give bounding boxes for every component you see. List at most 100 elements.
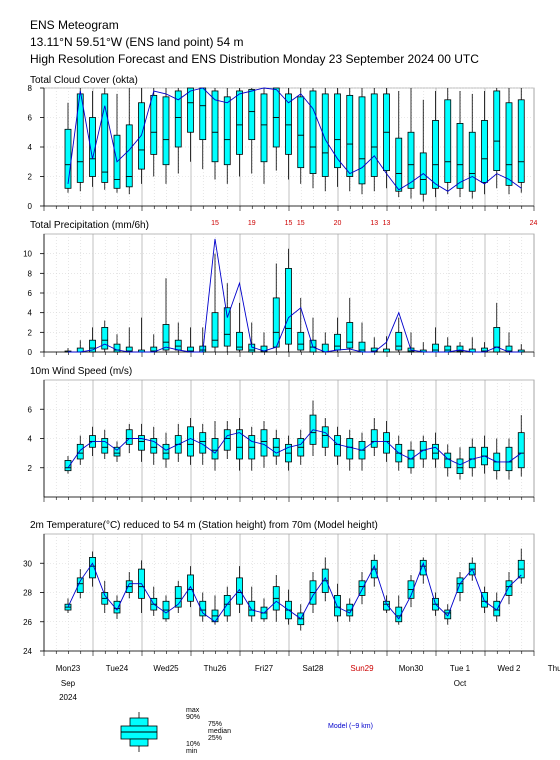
box <box>113 446 121 457</box>
y-tick-label: 30 <box>23 559 32 568</box>
box <box>150 438 158 454</box>
box <box>346 94 354 177</box>
box <box>211 438 219 460</box>
panel-3: 2 4 6 10m Wind Speed (m/s) <box>28 366 535 502</box>
box <box>211 90 219 163</box>
box <box>236 429 243 460</box>
box <box>370 93 378 177</box>
box <box>285 93 292 155</box>
box <box>456 458 464 475</box>
panel-title: 2m Temperature(°C) reduced to 54 m (Stat… <box>30 520 378 531</box>
box <box>321 426 329 448</box>
max-value-label: 20 <box>334 220 342 227</box>
y-tick-label: 28 <box>23 589 32 598</box>
box <box>370 429 378 448</box>
box <box>358 96 366 185</box>
box <box>358 341 366 353</box>
box <box>444 609 452 620</box>
y-tick-label: 26 <box>23 618 32 627</box>
box <box>89 339 96 353</box>
box <box>346 322 354 349</box>
box <box>248 89 256 141</box>
box <box>260 93 268 163</box>
max-value-label: 15 <box>285 220 293 227</box>
box <box>493 90 501 171</box>
box <box>199 600 207 617</box>
y-tick-label: 2 <box>28 173 33 182</box>
box <box>358 580 366 596</box>
max-value-label: 24 <box>530 220 538 227</box>
box <box>162 96 170 166</box>
box <box>162 443 170 460</box>
box <box>395 606 403 623</box>
day-label: Mon23 <box>56 664 81 673</box>
box <box>334 333 341 351</box>
legend-box <box>120 725 158 740</box>
box <box>236 331 243 351</box>
legend-p10-label: 10% <box>186 741 200 748</box>
y-tick-label: 6 <box>28 289 33 298</box>
box <box>432 120 439 189</box>
legend-box-upper <box>129 717 149 727</box>
box <box>285 268 292 345</box>
legend-median-label: median <box>208 728 231 735</box>
box <box>260 429 268 457</box>
box <box>505 102 513 186</box>
y-tick-label: 10 <box>23 250 32 259</box>
box <box>432 343 439 353</box>
box <box>468 446 476 469</box>
box <box>444 345 452 353</box>
box <box>395 331 403 351</box>
model-line <box>67 429 522 469</box>
box <box>223 429 231 451</box>
box <box>481 120 488 183</box>
box <box>493 327 501 353</box>
y-tick-label: 24 <box>23 647 32 656</box>
box <box>346 438 354 460</box>
box <box>383 600 390 611</box>
box <box>138 435 145 451</box>
y-tick-label: 8 <box>28 84 33 93</box>
y-tick-label: 0 <box>28 202 33 211</box>
max-value-label: 13 <box>370 220 378 227</box>
box <box>505 446 513 472</box>
box <box>505 580 513 596</box>
day-label: Sun29 <box>350 664 374 673</box>
box <box>334 595 341 617</box>
box <box>383 432 390 454</box>
box <box>236 90 243 155</box>
day-label: Thu 3 <box>548 664 560 673</box>
box <box>64 460 72 472</box>
box <box>187 426 194 457</box>
y-tick-label: 0 <box>28 348 33 357</box>
box <box>125 124 133 188</box>
legend-min-label: min <box>186 748 197 755</box>
box <box>272 297 280 348</box>
day-label: Fri27 <box>255 664 274 673</box>
y-tick-label: 2 <box>28 328 33 337</box>
y-tick-label: 4 <box>28 309 33 318</box>
model-line <box>67 561 522 623</box>
y-tick-label: 6 <box>28 405 33 414</box>
box <box>456 123 464 189</box>
panel-title: Total Cloud Cover (okta) <box>30 75 138 86</box>
header: ENS Meteogram 13.11°N 59.51°W (ENS land … <box>30 17 479 68</box>
forecast-subtitle: High Resolution Forecast and ENS Distrib… <box>30 52 479 66</box>
day-label: Tue24 <box>106 664 129 673</box>
model-line <box>68 238 522 353</box>
box <box>223 96 231 166</box>
box <box>76 443 84 460</box>
legend-model-label: Model (~9 km) <box>328 723 373 730</box>
box <box>444 99 452 183</box>
box <box>162 324 170 351</box>
legend-p25-label: 25% <box>208 735 222 742</box>
day-label: Thu26 <box>204 664 227 673</box>
date-sublabel: Oct <box>454 679 467 688</box>
panel-title: 10m Wind Speed (m/s) <box>30 366 132 377</box>
box <box>223 595 231 617</box>
box <box>101 438 109 454</box>
model-line <box>67 87 522 192</box>
box <box>174 586 182 608</box>
